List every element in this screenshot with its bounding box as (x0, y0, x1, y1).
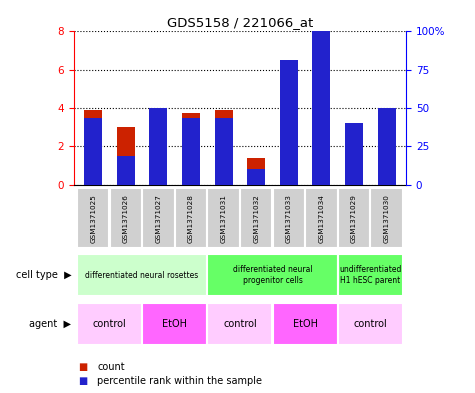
Bar (378, 123, 396, 185)
Bar (247, 169, 265, 185)
Title: GDS5158 / 221066_at: GDS5158 / 221066_at (167, 16, 313, 29)
Bar (208, 188, 240, 248)
Bar (345, 123, 363, 185)
Text: control: control (223, 319, 257, 329)
Bar (338, 303, 403, 345)
Bar (142, 188, 174, 248)
Bar (313, 22, 330, 185)
Text: GSM1371028: GSM1371028 (188, 194, 194, 242)
Bar (208, 254, 338, 296)
Text: GSM1371030: GSM1371030 (384, 194, 389, 242)
Bar (175, 188, 207, 248)
Bar (77, 303, 142, 345)
Text: percentile rank within the sample: percentile rank within the sample (97, 376, 262, 386)
Bar (215, 110, 233, 185)
Text: control: control (93, 319, 126, 329)
Text: GSM1371033: GSM1371033 (286, 194, 292, 242)
Text: EtOH: EtOH (293, 319, 318, 329)
Bar (280, 60, 298, 185)
Bar (370, 188, 403, 248)
Bar (84, 110, 102, 185)
Text: cell type  ▶: cell type ▶ (16, 270, 71, 280)
Bar (182, 113, 200, 185)
Bar (280, 80, 298, 185)
Text: undifferentiated
H1 hESC parent: undifferentiated H1 hESC parent (339, 265, 401, 285)
Bar (117, 127, 135, 185)
Bar (215, 118, 233, 185)
Bar (313, 70, 330, 185)
Text: GSM1371034: GSM1371034 (318, 194, 324, 242)
Bar (240, 188, 272, 248)
Bar (345, 134, 363, 185)
Bar (77, 254, 207, 296)
Bar (150, 108, 167, 185)
Bar (247, 158, 265, 185)
Bar (378, 108, 396, 185)
Bar (305, 188, 338, 248)
Text: GSM1371027: GSM1371027 (155, 194, 162, 242)
Text: GSM1371026: GSM1371026 (123, 194, 129, 242)
Text: EtOH: EtOH (162, 319, 187, 329)
Bar (273, 188, 305, 248)
Text: ■: ■ (78, 362, 87, 373)
Text: control: control (353, 319, 387, 329)
Bar (273, 303, 338, 345)
Text: agent  ▶: agent ▶ (29, 319, 71, 329)
Text: GSM1371025: GSM1371025 (90, 194, 96, 242)
Bar (150, 117, 167, 185)
Bar (117, 156, 135, 185)
Bar (142, 303, 207, 345)
Bar (338, 254, 403, 296)
Bar (110, 188, 142, 248)
Text: GSM1371031: GSM1371031 (220, 194, 227, 242)
Bar (182, 118, 200, 185)
Bar (84, 118, 102, 185)
Bar (338, 188, 370, 248)
Text: differentiated neural
progenitor cells: differentiated neural progenitor cells (233, 265, 312, 285)
Text: count: count (97, 362, 125, 373)
Bar (208, 303, 272, 345)
Text: GSM1371032: GSM1371032 (253, 194, 259, 242)
Text: GSM1371029: GSM1371029 (351, 194, 357, 242)
Text: ■: ■ (78, 376, 87, 386)
Text: differentiated neural rosettes: differentiated neural rosettes (86, 271, 199, 279)
Bar (77, 188, 109, 248)
